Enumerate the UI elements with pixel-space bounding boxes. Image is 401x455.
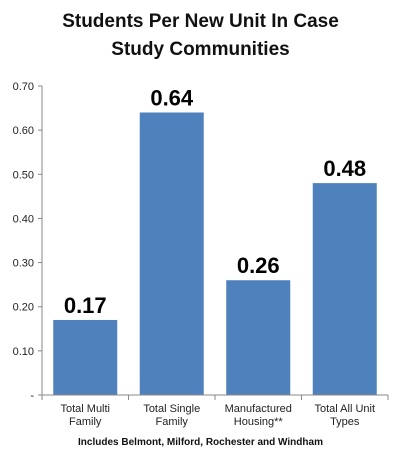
x-tick-label: Family: [156, 416, 189, 428]
y-tick-label: 0.30: [13, 258, 34, 270]
data-label: 0.17: [64, 293, 107, 318]
chart-title-line-1: Students Per New Unit In Case: [62, 11, 339, 32]
chart-title: Students Per New Unit In Case Study Comm…: [0, 8, 401, 64]
y-tick-label: 0.20: [13, 302, 34, 314]
y-axis: - 0.10 0.20 0.30 0.40 0.50 0.60 0.70: [13, 81, 43, 402]
bar: [53, 319, 118, 395]
x-tick-label: Family: [69, 416, 102, 428]
x-tick-label: Housing**: [234, 416, 284, 428]
y-tick-label: 0.60: [13, 125, 34, 137]
x-tick-label: Types: [330, 416, 360, 428]
x-tick-label: Total Multi: [60, 403, 110, 415]
bars: [53, 112, 377, 395]
y-tick-label: 0.70: [13, 81, 34, 93]
x-tick-label: Manufactured: [225, 403, 292, 415]
y-tick-label: -: [30, 390, 34, 402]
data-label: 0.64: [150, 85, 194, 110]
chart-footnote: Includes Belmont, Milford, Rochester and…: [78, 437, 323, 448]
data-label: 0.48: [323, 156, 366, 181]
y-tick-label: 0.10: [13, 346, 34, 358]
data-labels: 0.17 0.64 0.26 0.48: [64, 85, 366, 317]
y-tick-label: 0.50: [13, 169, 34, 181]
chart-title-line-2: Study Communities: [111, 39, 290, 60]
bar: [139, 112, 204, 395]
x-tick-label: Total All Unit: [314, 403, 375, 415]
bar: [312, 183, 377, 395]
y-tick-label: 0.40: [13, 213, 34, 225]
bar: [226, 280, 291, 395]
data-label: 0.26: [237, 253, 280, 278]
x-tick-label: Total Single: [143, 403, 200, 415]
